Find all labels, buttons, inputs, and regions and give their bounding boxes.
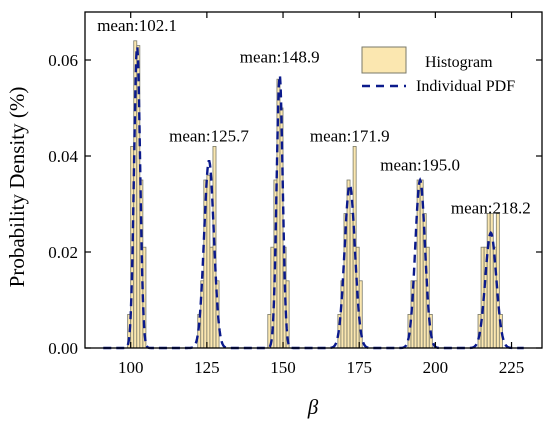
mean-annotation: mean:102.1: [97, 16, 177, 35]
axes-layer: 100 125 150 175 200 225 0.00 0.02 0.04 0.06: [48, 11, 543, 377]
y-tick-label: 0.04: [48, 147, 78, 166]
legend: Histogram Individual PDF: [361, 46, 515, 95]
legend-histogram-swatch: [361, 46, 407, 74]
y-tick-label: 0.00: [48, 339, 78, 358]
histogram-bar: [206, 174, 211, 349]
annotation-layer: mean:102.1 mean:125.7 mean:148.9 mean:171.9…: [97, 16, 531, 217]
mean-annotation: mean:218.2: [451, 199, 531, 218]
mean-annotation: mean:195.0: [380, 155, 460, 174]
x-tick-label: 225: [499, 358, 525, 377]
histogram-bar: [352, 145, 357, 349]
mean-annotation: mean:125.7: [169, 127, 249, 146]
histogram-bar: [203, 179, 208, 349]
x-tick-label: 125: [194, 358, 220, 377]
mean-annotation: mean:171.9: [310, 127, 390, 146]
plot-frame: [84, 11, 543, 349]
histogram-bar: [197, 313, 202, 349]
histogram-bar: [349, 213, 354, 349]
legend-histogram-label: Histogram: [425, 54, 493, 71]
y-tick-label: 0.02: [48, 243, 78, 262]
histogram-bar: [413, 280, 418, 349]
x-tick-label: 150: [270, 358, 296, 377]
histogram-bar: [340, 280, 345, 349]
y-axis-title: Probability Density (%): [5, 87, 29, 288]
histogram-bar: [358, 280, 363, 349]
histogram-bar: [212, 145, 217, 349]
mean-annotation: mean:148.9: [240, 47, 320, 66]
x-tick-label: 100: [118, 358, 144, 377]
x-axis-title: β: [307, 395, 319, 419]
y-tick-label: 0.06: [48, 51, 78, 70]
histogram-bar: [407, 313, 412, 349]
x-tick-label: 200: [423, 358, 449, 377]
x-tick-label: 175: [346, 358, 372, 377]
histogram-bar: [209, 246, 214, 349]
legend-pdf-label: Individual PDF: [416, 78, 515, 95]
